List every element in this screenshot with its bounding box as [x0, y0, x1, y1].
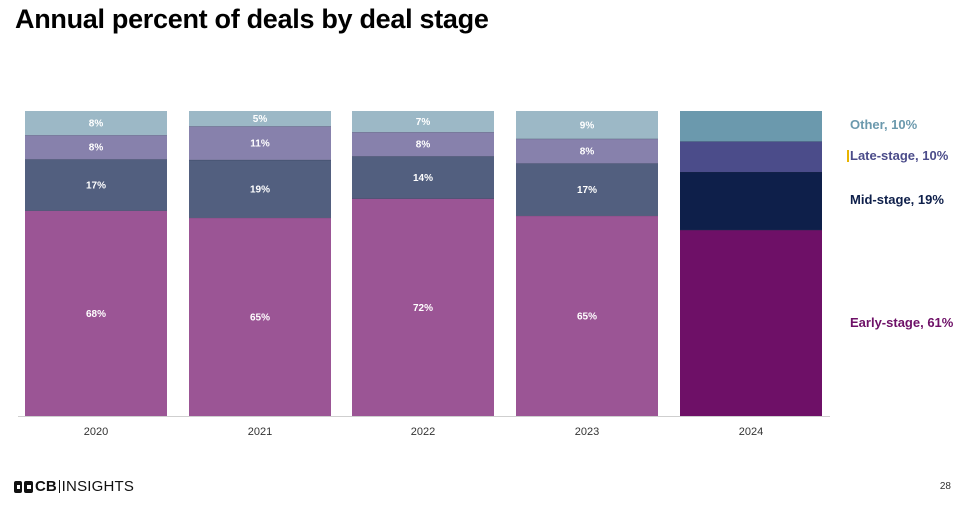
bar-segment — [680, 229, 822, 416]
bar-segment — [516, 138, 658, 164]
bar-segment — [189, 217, 331, 416]
data-label: 5% — [253, 114, 268, 125]
data-label: 68% — [86, 309, 106, 320]
bar-segment — [25, 159, 167, 211]
data-label: 72% — [413, 303, 433, 314]
data-label: 17% — [86, 180, 106, 191]
data-label: 8% — [89, 143, 104, 154]
x-tick-label: 2022 — [411, 426, 435, 438]
bar-segment — [352, 198, 494, 416]
cb-insights-mark-icon — [14, 480, 33, 493]
data-label: 8% — [89, 119, 104, 130]
bar-segment — [25, 210, 167, 416]
data-label: 11% — [250, 139, 270, 150]
page-number: 28 — [939, 481, 951, 492]
bar-segment — [189, 126, 331, 160]
x-tick-label: 2020 — [84, 426, 108, 438]
bar-segment — [189, 159, 331, 218]
legend-label: Late-stage, 10% — [850, 148, 949, 163]
data-label: 9% — [580, 120, 595, 131]
x-tick-label: 2023 — [575, 426, 599, 438]
data-label: 8% — [416, 140, 431, 151]
logo-insights-text: INSIGHTS — [61, 478, 135, 495]
bar-segment — [680, 111, 822, 142]
bar-segment — [680, 172, 822, 230]
bar-segment — [25, 111, 167, 136]
logo-cb-text: CB — [35, 478, 57, 495]
bar-segment — [352, 132, 494, 157]
legend-label: Early-stage, 61% — [850, 315, 954, 330]
bar-segment — [189, 111, 331, 127]
bar-segment — [516, 111, 658, 139]
data-label: 14% — [413, 173, 433, 184]
x-tick-label: 2021 — [248, 426, 272, 438]
data-label: 65% — [250, 312, 270, 323]
data-label: 19% — [250, 184, 270, 195]
data-label: 7% — [416, 117, 431, 128]
logo-separator — [58, 480, 60, 493]
bar-segment — [352, 111, 494, 133]
legend-label: Mid-stage, 19% — [850, 192, 944, 207]
cb-insights-logo: CB INSIGHTS — [14, 478, 134, 495]
bar-segment — [25, 135, 167, 160]
bar-segment — [680, 141, 822, 172]
bar-segment — [352, 156, 494, 199]
legend-marker — [847, 150, 849, 162]
chart-title: Annual percent of deals by deal stage — [15, 4, 489, 34]
data-label: 8% — [580, 147, 595, 158]
data-label: 17% — [577, 185, 597, 196]
legend-label: Other, 10% — [850, 117, 918, 132]
bar-segment — [516, 163, 658, 216]
data-label: 65% — [577, 311, 597, 322]
bar-segment — [516, 215, 658, 416]
x-tick-label: 2024 — [739, 426, 763, 438]
